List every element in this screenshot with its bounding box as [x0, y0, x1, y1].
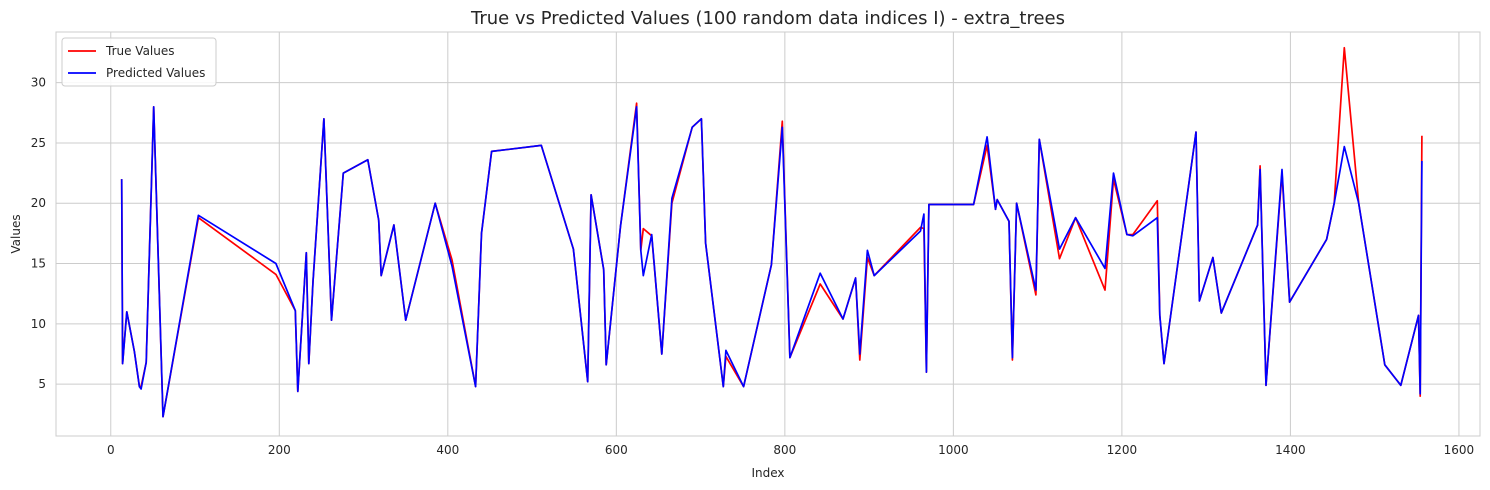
- legend-label-true-values: True Values: [105, 44, 175, 58]
- legend: True Values Predicted Values: [61, 37, 217, 87]
- y-tick-label: 5: [38, 377, 46, 391]
- series-layer: [120, 46, 1423, 418]
- y-axis-label: Values: [9, 214, 23, 253]
- x-tick-label: 1600: [1444, 443, 1475, 457]
- x-axis-ticks: 0 200 400 600 800 1000 1200 1400 1600: [107, 443, 1474, 457]
- x-tick-label: 1400: [1275, 443, 1306, 457]
- x-axis-label: Index: [751, 466, 784, 480]
- y-tick-label: 30: [31, 76, 46, 90]
- x-tick-label: 1200: [1107, 443, 1138, 457]
- legend-box: [61, 37, 217, 87]
- y-axis-ticks: 5 10 15 20 25 30: [31, 76, 46, 391]
- x-tick-label: 800: [773, 443, 796, 457]
- series-line-predicted-values: [120, 105, 1423, 418]
- x-tick-label: 1000: [938, 443, 969, 457]
- x-tick-label: 0: [107, 443, 115, 457]
- x-tick-label: 600: [605, 443, 628, 457]
- y-tick-label: 10: [31, 317, 46, 331]
- grid: [56, 32, 1480, 436]
- y-tick-label: 25: [31, 136, 46, 150]
- chart-title: True vs Predicted Values (100 random dat…: [470, 8, 1065, 29]
- plot-frame: [55, 31, 1481, 437]
- legend-label-predicted-values: Predicted Values: [106, 66, 205, 80]
- x-tick-label: 400: [436, 443, 459, 457]
- y-tick-label: 15: [31, 257, 46, 271]
- y-tick-label: 20: [31, 196, 46, 210]
- plot-background: [56, 32, 1480, 436]
- x-tick-label: 200: [268, 443, 291, 457]
